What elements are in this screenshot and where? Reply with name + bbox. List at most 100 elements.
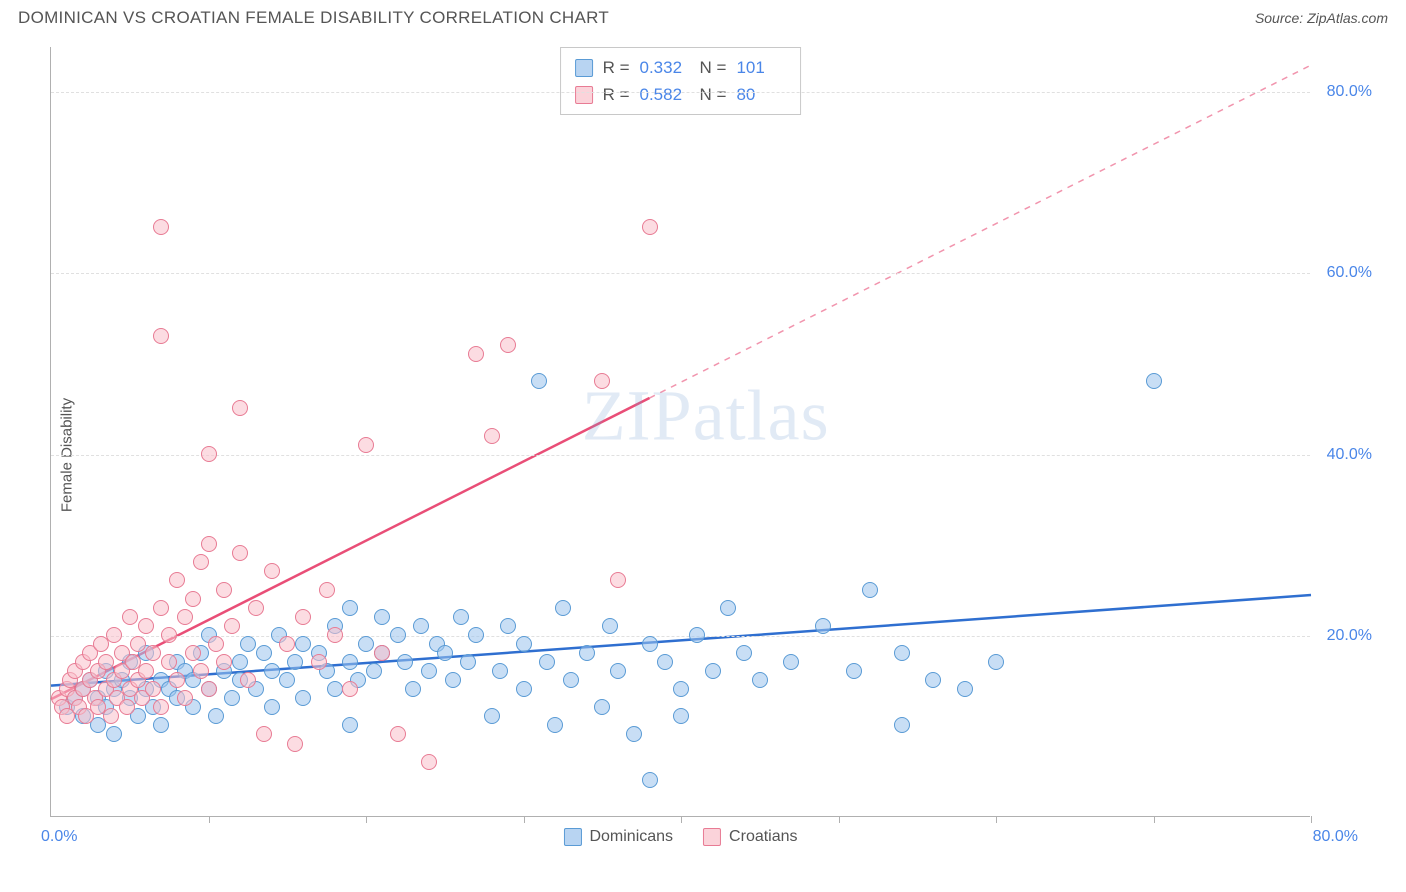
scatter-point	[374, 645, 390, 661]
scatter-point	[657, 654, 673, 670]
scatter-point	[279, 636, 295, 652]
scatter-point	[342, 600, 358, 616]
scatter-point	[153, 600, 169, 616]
gridline	[51, 636, 1310, 637]
scatter-point	[484, 428, 500, 444]
scatter-point	[531, 373, 547, 389]
stats-legend: R = 0.332 N = 101 R = 0.582 N = 80	[560, 47, 802, 115]
trend-lines	[51, 47, 1310, 816]
scatter-point	[468, 346, 484, 362]
scatter-point	[602, 618, 618, 634]
xaxis-label-max: 80.0%	[1313, 828, 1358, 846]
scatter-point	[846, 663, 862, 679]
scatter-point	[248, 600, 264, 616]
gridline	[51, 92, 1310, 93]
scatter-point	[138, 663, 154, 679]
scatter-point	[161, 654, 177, 670]
swatch-dominicans-icon	[575, 59, 593, 77]
header: DOMINICAN VS CROATIAN FEMALE DISABILITY …	[0, 0, 1406, 32]
scatter-point	[397, 654, 413, 670]
scatter-point	[224, 690, 240, 706]
scatter-point	[287, 736, 303, 752]
scatter-point	[642, 219, 658, 235]
scatter-point	[264, 699, 280, 715]
scatter-point	[264, 663, 280, 679]
scatter-point	[193, 663, 209, 679]
scatter-point	[130, 636, 146, 652]
stats-row-croatians: R = 0.582 N = 80	[575, 81, 787, 108]
ytick-label: 80.0%	[1327, 83, 1372, 101]
scatter-point	[153, 717, 169, 733]
legend-label-dominicans: Dominicans	[589, 828, 673, 846]
scatter-point	[264, 563, 280, 579]
scatter-point	[311, 654, 327, 670]
xtick	[839, 816, 840, 823]
scatter-point	[783, 654, 799, 670]
scatter-point	[390, 726, 406, 742]
scatter-point	[98, 654, 114, 670]
n-label: N =	[700, 54, 727, 81]
scatter-point	[342, 654, 358, 670]
scatter-point	[201, 446, 217, 462]
scatter-point	[957, 681, 973, 697]
scatter-point	[240, 672, 256, 688]
scatter-point	[815, 618, 831, 634]
scatter-point	[216, 654, 232, 670]
ytick-label: 60.0%	[1327, 264, 1372, 282]
gridline	[51, 273, 1310, 274]
scatter-point	[925, 672, 941, 688]
scatter-point	[177, 609, 193, 625]
scatter-point	[673, 681, 689, 697]
r-label: R =	[603, 54, 630, 81]
scatter-point	[460, 654, 476, 670]
scatter-point	[193, 554, 209, 570]
scatter-point	[224, 618, 240, 634]
scatter-point	[256, 726, 272, 742]
series-legend: Dominicans Croatians	[563, 828, 797, 846]
scatter-point	[421, 754, 437, 770]
scatter-point	[563, 672, 579, 688]
scatter-point	[201, 681, 217, 697]
scatter-point	[161, 627, 177, 643]
scatter-point	[153, 699, 169, 715]
xtick	[681, 816, 682, 823]
scatter-point	[145, 681, 161, 697]
scatter-point	[208, 708, 224, 724]
scatter-point	[327, 627, 343, 643]
scatter-point	[752, 672, 768, 688]
scatter-point	[500, 337, 516, 353]
xaxis-label-min: 0.0%	[41, 828, 77, 846]
scatter-point	[547, 717, 563, 733]
scatter-point	[736, 645, 752, 661]
scatter-point	[232, 654, 248, 670]
scatter-point	[594, 699, 610, 715]
scatter-point	[295, 690, 311, 706]
scatter-point	[555, 600, 571, 616]
scatter-point	[413, 618, 429, 634]
legend-swatch-croatians-icon	[703, 828, 721, 846]
scatter-point	[138, 618, 154, 634]
plot-area: ZIPatlas R = 0.332 N = 101 R = 0.582 N =…	[50, 47, 1310, 817]
scatter-point	[626, 726, 642, 742]
r-label-2: R =	[603, 81, 630, 108]
scatter-point	[232, 400, 248, 416]
scatter-point	[122, 609, 138, 625]
scatter-point	[358, 437, 374, 453]
xtick	[996, 816, 997, 823]
legend-label-croatians: Croatians	[729, 828, 797, 846]
scatter-point	[358, 636, 374, 652]
scatter-point	[579, 645, 595, 661]
scatter-point	[240, 636, 256, 652]
xtick	[1154, 816, 1155, 823]
scatter-point	[342, 717, 358, 733]
scatter-point	[185, 591, 201, 607]
scatter-point	[539, 654, 555, 670]
scatter-point	[208, 636, 224, 652]
scatter-point	[295, 609, 311, 625]
scatter-point	[1146, 373, 1162, 389]
scatter-point	[894, 717, 910, 733]
xtick	[524, 816, 525, 823]
legend-item-dominicans: Dominicans	[563, 828, 673, 846]
scatter-point	[201, 536, 217, 552]
legend-item-croatians: Croatians	[703, 828, 797, 846]
